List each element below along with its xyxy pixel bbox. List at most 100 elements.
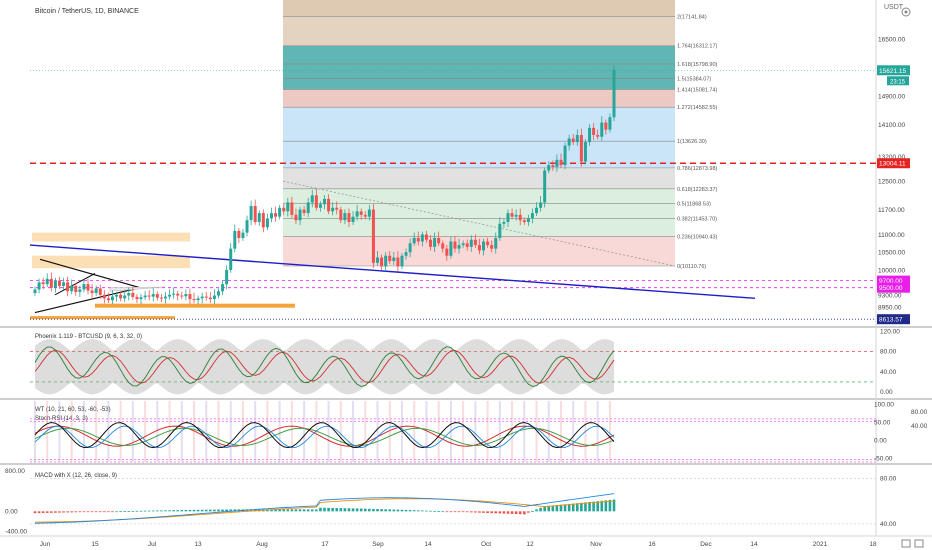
wt-bar: [486, 401, 489, 462]
macd-pane[interactable]: MACD with X (12, 26, close, 9) 800.00 0.00…: [5, 468, 897, 535]
price-tag: [877, 65, 910, 76]
candle: [343, 213, 347, 221]
candle: [592, 127, 596, 135]
candle: [392, 257, 396, 262]
macd-hist: [490, 511, 493, 514]
macd-hist: [580, 502, 583, 512]
main-price-pane[interactable]: 2(17141.84) 1.764(16312.17) 1.618(15798.90…: [29, 0, 876, 320]
price-tag: [877, 282, 910, 293]
macd-hist: [225, 509, 228, 512]
macd-hist: [98, 511, 102, 513]
wt-bar: [352, 401, 355, 462]
candle: [530, 213, 534, 219]
fib-zone: [283, 63, 675, 79]
macd-hist: [270, 509, 273, 512]
macd-hist: [164, 510, 167, 512]
macd-hist: [343, 508, 347, 512]
price-tick: 13200.00: [878, 154, 905, 161]
support-bar: [30, 316, 175, 320]
time-tick: 15: [91, 541, 99, 548]
price-tag-label: 9500.00: [879, 285, 903, 292]
candle: [180, 295, 184, 297]
candle: [298, 209, 302, 221]
candle: [384, 255, 388, 267]
candle: [143, 295, 147, 298]
candle: [453, 241, 457, 249]
fib-zone: [283, 0, 675, 17]
candle: [78, 289, 82, 292]
macd-hist: [531, 511, 534, 512]
wt-bar: [474, 401, 477, 462]
macd-hist: [274, 509, 277, 512]
macd-hist: [204, 509, 208, 512]
pattern-line: [54, 273, 96, 296]
macd-hist: [33, 511, 37, 514]
candle: [204, 296, 208, 298]
time-tick: Jul: [148, 541, 157, 548]
candle: [429, 239, 433, 247]
macd-hist: [437, 511, 440, 512]
candle: [155, 294, 159, 298]
macd-hist: [465, 511, 469, 513]
candle: [184, 294, 188, 297]
macd-hist: [514, 511, 518, 515]
macd-hist: [151, 510, 155, 512]
macd-hist: [184, 509, 188, 512]
fib-zone: [283, 141, 675, 168]
macd-hist: [103, 511, 106, 513]
candle: [367, 209, 371, 217]
candle: [539, 202, 543, 208]
phoenix-line: [34, 346, 615, 387]
fib-label: 1.618(15798.90): [677, 62, 718, 68]
time-tick: 2021: [813, 541, 828, 548]
phoenix-oscillator-pane[interactable]: Phoenix 1.119 - BTCUSD (9, 6, 3, 32, 0) 8…: [30, 329, 900, 396]
candle: [82, 284, 86, 290]
macd-hist: [327, 507, 330, 512]
osc-tick2: 40.00: [911, 423, 928, 430]
candle: [41, 282, 45, 285]
candle: [135, 296, 139, 300]
wt-bar: [107, 401, 110, 462]
settings-gear-icon[interactable]: [901, 7, 911, 17]
macd-hist: [66, 511, 69, 513]
chart-settings-icon[interactable]: [901, 539, 924, 548]
macd-hist: [482, 511, 485, 513]
time-tick: Aug: [256, 541, 268, 548]
macd-hist: [286, 509, 290, 512]
macd-hist: [571, 503, 575, 512]
wt-bar: [388, 401, 391, 462]
candle: [331, 207, 335, 212]
candle: [563, 145, 567, 166]
wavetrend-pane[interactable]: WT (10, 21, 60, 53, -60, -53) Stoch RSI (…: [30, 401, 928, 462]
price-tick: 10000.00: [878, 267, 905, 274]
candle: [604, 122, 608, 130]
axes-layer: 16500.0014900.0014100.0013200.0012500.00…: [40, 37, 910, 548]
macd-hist: [143, 510, 147, 512]
countdown: 23:15: [890, 79, 906, 85]
macd-hist: [160, 510, 163, 512]
macd-hist: [547, 505, 551, 512]
macd-hist: [604, 500, 608, 512]
price-tick: 10500.00: [878, 250, 905, 257]
macd-hist: [359, 508, 363, 512]
price-tick: 8950.00: [878, 305, 902, 312]
macd-hist: [612, 499, 616, 512]
macd-hist: [559, 504, 563, 512]
macd-hist: [74, 511, 78, 513]
candle: [314, 195, 318, 208]
candle: [518, 214, 522, 221]
macd-hist: [278, 509, 281, 512]
macd-hist: [131, 510, 135, 512]
time-tick: Sep: [372, 541, 384, 548]
candle: [547, 165, 551, 171]
candle: [159, 297, 163, 299]
macd-hist: [339, 508, 343, 512]
macd-hist: [355, 508, 359, 512]
price-tick: 14100.00: [878, 122, 905, 129]
candle: [559, 159, 563, 166]
candle: [404, 252, 408, 256]
wt-bar: [254, 401, 257, 462]
macd-hist: [298, 509, 302, 512]
macd-hist: [535, 509, 538, 512]
macd-hist: [588, 501, 591, 512]
